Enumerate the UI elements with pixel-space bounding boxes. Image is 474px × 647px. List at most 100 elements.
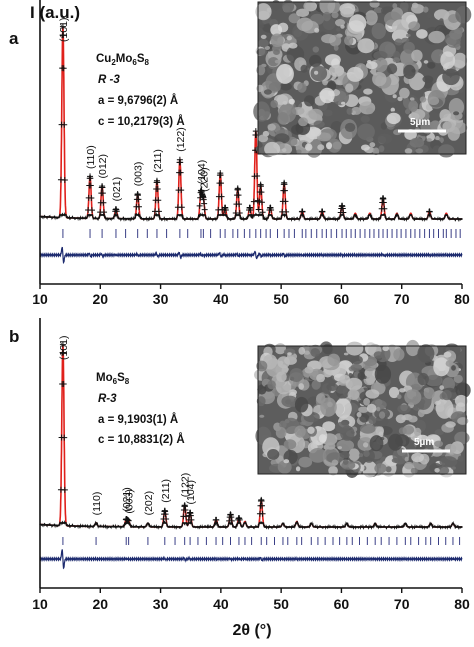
observed-point: [258, 189, 265, 196]
observed-point: [228, 517, 235, 524]
y-axis-label: I (a.u.): [30, 3, 80, 22]
sem-grain: [312, 46, 319, 53]
x-tick-label: 20: [92, 596, 108, 612]
sem-grain: [317, 144, 325, 151]
sem-grain: [279, 82, 292, 91]
sem-grain: [256, 48, 267, 56]
sem-grain: [363, 442, 369, 448]
sem-grain: [256, 360, 268, 372]
sem-grain: [344, 122, 356, 132]
observed-point: [259, 209, 266, 216]
panel-b-plot: (101) (110) (021)(003) (202) (211) (122)(104): [39, 335, 463, 570]
peak-label: (012): [97, 154, 109, 179]
sem-grain: [332, 141, 342, 150]
peak-label: (021): [111, 177, 123, 202]
sem-grain: [255, 3, 272, 21]
sem-grain: [365, 12, 377, 22]
observed-point: [88, 207, 95, 214]
peak-label: (211): [152, 149, 164, 173]
sem-grain: [451, 466, 456, 470]
panel-b-sem-texture: [253, 339, 471, 478]
sem-grain: [443, 351, 452, 358]
sem-grain: [326, 383, 339, 391]
sem-grain: [363, 450, 370, 457]
sem-grain: [297, 82, 307, 93]
sem-grain: [390, 107, 395, 113]
sem-grain: [406, 33, 411, 38]
panel-label-b: b: [9, 327, 19, 346]
sem-grain: [409, 97, 415, 101]
observed-point: [113, 208, 120, 215]
sem-grain: [268, 57, 279, 67]
sem-grain: [322, 343, 333, 355]
sem-grain: [267, 123, 276, 131]
sem-grain: [339, 451, 350, 459]
x-tick-label: 50: [273, 291, 289, 307]
sem-grain: [405, 339, 420, 357]
panel-a-sem-inset: 5µm: [253, 0, 472, 158]
peak-label: (104): [196, 160, 208, 185]
sem-grain: [336, 80, 341, 85]
sem-grain: [314, 70, 319, 75]
sem-grain: [357, 371, 365, 381]
sem-grain: [289, 368, 304, 382]
sem-grain: [333, 45, 339, 51]
sem-grain: [267, 449, 280, 460]
sem-grain: [402, 425, 415, 435]
observed-point: [426, 208, 433, 215]
observed-point: [87, 175, 94, 182]
sem-grain: [439, 18, 444, 24]
sem-grain: [294, 396, 309, 413]
panel-a-plot: (101) (110) (012)(021) (003) (211) (122) (104)…: [39, 17, 463, 265]
sem-grain: [397, 394, 402, 400]
sem-grain: [392, 3, 398, 9]
sem-grain: [307, 426, 315, 434]
sem-grain: [316, 373, 325, 383]
sem-grain: [342, 459, 349, 465]
sem-grain: [375, 57, 388, 73]
observed-point: [250, 198, 257, 205]
panel-a-compound: Cu2Mo6S8: [96, 53, 150, 67]
peak-label: (110): [85, 145, 97, 169]
sem-grain: [445, 421, 456, 428]
panel-a-space-group: R -3: [98, 74, 120, 86]
peak-label: (122): [175, 127, 187, 152]
sem-grain: [257, 384, 267, 395]
sem-grain: [433, 357, 450, 377]
observed-point: [235, 192, 242, 199]
observed-point: [60, 381, 67, 388]
sem-grain: [253, 101, 271, 122]
sem-grain: [309, 448, 327, 463]
peak-label: (101): [58, 335, 70, 360]
sem-grain: [384, 43, 396, 55]
sem-grain: [399, 87, 410, 99]
sem-grain: [288, 98, 295, 105]
observed-point: [259, 510, 266, 517]
difference-curve: [39, 246, 463, 265]
sem-grain: [378, 145, 385, 153]
sem-grain: [350, 355, 363, 365]
sem-grain: [287, 352, 292, 356]
sem-grain: [359, 413, 370, 423]
observed-point: [281, 187, 288, 194]
sem-grain: [423, 60, 429, 64]
panel-b-scale-label: 5µm: [414, 437, 434, 448]
sem-grain: [366, 374, 375, 385]
sem-grain: [351, 106, 362, 115]
sem-grain: [408, 415, 418, 423]
observed-point: [188, 516, 195, 523]
sem-grain: [286, 35, 292, 41]
sem-grain: [426, 138, 432, 142]
sem-grain: [281, 395, 298, 408]
panel-a-lattice-c: c = 10,2179(3) Å: [98, 115, 185, 128]
sem-grain: [411, 452, 424, 463]
sem-grain: [345, 341, 364, 356]
sem-grain: [270, 33, 284, 48]
x-tick-label: 10: [32, 291, 48, 307]
sem-grain: [326, 142, 332, 150]
observed-point: [187, 512, 194, 519]
sem-grain: [314, 27, 320, 33]
observed-profile: [39, 211, 463, 223]
observed-point: [283, 208, 290, 215]
sem-grain: [277, 356, 290, 369]
